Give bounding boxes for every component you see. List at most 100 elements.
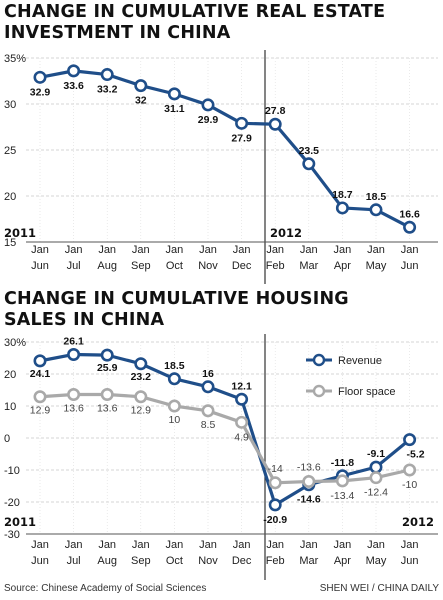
data-label: 23.5 bbox=[299, 145, 320, 157]
data-label: -9.1 bbox=[367, 448, 385, 460]
y-tick-label: 25 bbox=[4, 145, 16, 157]
data-label: 10 bbox=[169, 414, 181, 426]
data-point bbox=[167, 87, 181, 101]
data-label: 24.1 bbox=[30, 368, 51, 380]
data-label: 18.7 bbox=[332, 189, 353, 201]
x-tick-label: Jan bbox=[233, 244, 251, 256]
data-point bbox=[235, 392, 249, 406]
year-label: 2012 bbox=[402, 515, 434, 529]
data-label: 18.5 bbox=[366, 191, 387, 203]
data-point bbox=[100, 68, 114, 82]
x-tick-label: Jul bbox=[67, 260, 81, 272]
x-tick-label: Oct bbox=[166, 260, 183, 272]
data-label: 16.6 bbox=[399, 208, 420, 220]
x-tick-label: Dec bbox=[232, 555, 252, 567]
x-tick-label: Jun bbox=[31, 260, 49, 272]
x-tick-label: Jan bbox=[334, 539, 352, 551]
data-point bbox=[335, 474, 349, 488]
credit-note: SHEN WEI / CHINA DAILY bbox=[319, 583, 439, 594]
x-tick-label: Jan bbox=[300, 244, 318, 256]
data-label: -14.6 bbox=[297, 494, 321, 506]
data-label: 27.9 bbox=[231, 132, 252, 144]
data-point bbox=[100, 387, 114, 401]
x-tick-label: Jan bbox=[98, 539, 116, 551]
data-label: 33.6 bbox=[63, 80, 84, 92]
x-tick-label: Nov bbox=[198, 260, 218, 272]
x-tick-label: Jan bbox=[166, 244, 184, 256]
chart2-title-line1: CHANGE IN CUMULATIVE HOUSING bbox=[4, 289, 349, 309]
data-label: 33.2 bbox=[97, 84, 118, 96]
chart1-title: CHANGE IN CUMULATIVE REAL ESTATE INVESTM… bbox=[4, 2, 385, 44]
legend-label: Floor space bbox=[338, 386, 395, 398]
legend-swatch-marker bbox=[312, 353, 326, 367]
data-label: -12.4 bbox=[364, 487, 388, 499]
data-label: 12.1 bbox=[231, 380, 252, 392]
x-tick-label: Sep bbox=[131, 260, 151, 272]
x-tick-label: Jun bbox=[31, 555, 49, 567]
x-tick-label: Jan bbox=[132, 539, 150, 551]
x-tick-label: Jan bbox=[367, 539, 385, 551]
y-tick-label: 20 bbox=[4, 369, 16, 381]
y-tick-label: -20 bbox=[4, 497, 20, 509]
x-tick-label: Jan bbox=[401, 244, 419, 256]
data-label: 32.9 bbox=[30, 86, 51, 98]
data-point bbox=[67, 387, 81, 401]
data-point bbox=[134, 79, 148, 93]
data-point bbox=[134, 357, 148, 371]
year-label: 2011 bbox=[4, 515, 36, 529]
x-tick-label: Jan bbox=[199, 244, 217, 256]
x-tick-label: Jan bbox=[31, 539, 49, 551]
y-tick-label: 15 bbox=[4, 237, 16, 249]
data-label: 12.9 bbox=[131, 405, 152, 417]
data-point bbox=[235, 415, 249, 429]
x-tick-label: Jan bbox=[65, 244, 83, 256]
data-point bbox=[33, 390, 47, 404]
chart2-title: CHANGE IN CUMULATIVE HOUSING SALES IN CH… bbox=[4, 289, 349, 331]
data-point bbox=[67, 64, 81, 78]
data-label: 13.6 bbox=[97, 402, 118, 414]
data-point bbox=[201, 98, 215, 112]
data-point bbox=[33, 70, 47, 84]
x-tick-label: Dec bbox=[232, 260, 252, 272]
data-label: -5.2 bbox=[407, 449, 425, 461]
data-label: 18.5 bbox=[164, 360, 185, 372]
data-point bbox=[403, 463, 417, 477]
series-line bbox=[39, 352, 411, 507]
data-point bbox=[369, 460, 383, 474]
year-label: 2012 bbox=[270, 226, 302, 240]
data-point bbox=[369, 471, 383, 485]
x-tick-label: Jan bbox=[132, 244, 150, 256]
data-point bbox=[201, 404, 215, 418]
data-label: -20.9 bbox=[263, 514, 287, 526]
x-tick-label: Jun bbox=[401, 555, 419, 567]
chart1-title-line2: INVESTMENT IN CHINA bbox=[4, 23, 231, 43]
y-tick-label: 10 bbox=[4, 401, 16, 413]
year-label: 2011 bbox=[4, 226, 36, 240]
data-point bbox=[134, 390, 148, 404]
x-tick-label: May bbox=[366, 555, 387, 567]
data-label: -10 bbox=[402, 479, 417, 491]
x-tick-label: May bbox=[366, 260, 387, 272]
data-label: 12.9 bbox=[30, 405, 51, 417]
x-tick-label: Aug bbox=[97, 260, 117, 272]
data-label: -14 bbox=[268, 463, 283, 475]
data-point bbox=[67, 347, 81, 361]
x-tick-label: Aug bbox=[97, 555, 117, 567]
x-tick-label: Jan bbox=[65, 539, 83, 551]
data-label: 32 bbox=[135, 95, 147, 107]
y-tick-label: 20 bbox=[4, 191, 16, 203]
x-tick-label: Jan bbox=[300, 539, 318, 551]
y-tick-label: 30 bbox=[4, 99, 16, 111]
x-tick-label: Jan bbox=[266, 244, 284, 256]
data-point bbox=[268, 476, 282, 490]
x-tick-label: Oct bbox=[166, 555, 183, 567]
data-label: 26.1 bbox=[63, 335, 84, 347]
x-tick-label: Jan bbox=[199, 539, 217, 551]
chart1-title-line1: CHANGE IN CUMULATIVE REAL ESTATE bbox=[4, 2, 386, 22]
data-label: -13.6 bbox=[297, 462, 321, 474]
data-point bbox=[403, 220, 417, 234]
x-tick-label: Jan bbox=[31, 244, 49, 256]
data-label: -13.4 bbox=[330, 490, 354, 502]
